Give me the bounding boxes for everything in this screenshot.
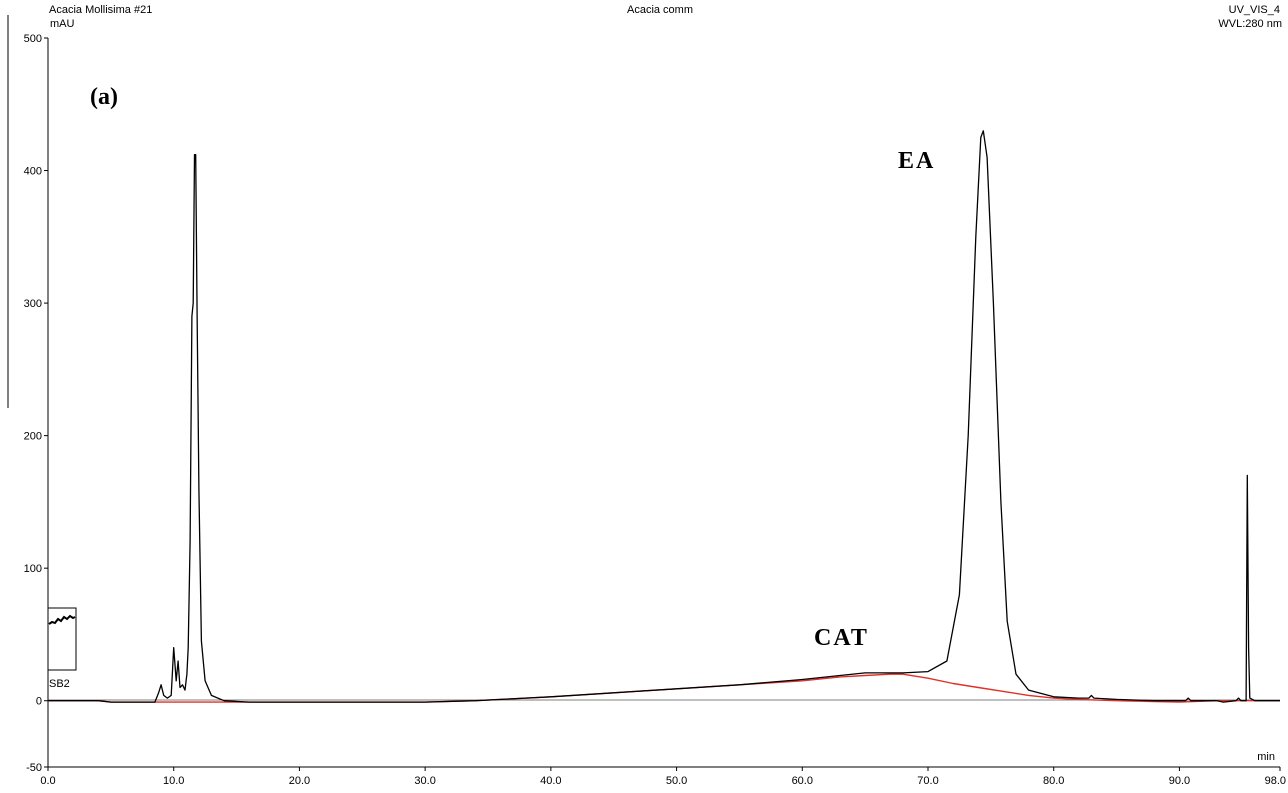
y-tick-label: 400 [24, 166, 42, 178]
y-tick-label: 500 [24, 33, 42, 45]
panel-label: (a) [90, 84, 118, 110]
chromatogram-trace [48, 130, 1280, 703]
sb2-inset-trace [48, 614, 76, 625]
x-tick-label: 60.0 [792, 775, 813, 787]
x-tick-label: 40.0 [540, 775, 561, 787]
x-tick-label: 30.0 [414, 775, 435, 787]
program-name: Acacia comm [627, 4, 693, 16]
x-axis-unit: min [1257, 751, 1275, 763]
baseline-trace [48, 673, 1280, 703]
y-tick-label: 0 [36, 696, 42, 708]
sb2-inset: SB2 [47, 607, 77, 690]
wavelength-label: WVL:280 nm [1218, 18, 1282, 30]
peak-label-cat: CAT [814, 625, 869, 651]
sample-name: Acacia Mollisima #21 [49, 4, 152, 16]
x-tick-label: 50.0 [666, 775, 687, 787]
peak-label-ea: EA [898, 148, 935, 174]
x-tick-label: 80.0 [1043, 775, 1064, 787]
y-tick-label: -50 [26, 762, 42, 774]
sb2-inset-label: SB2 [49, 678, 70, 690]
y-tick-label: 300 [24, 298, 42, 310]
x-tick-label: 10.0 [163, 775, 184, 787]
x-ticks: 0.0 10.0 20.0 30.0 40.0 50.0 60.0 70.0 80.0 90.0 9… [40, 767, 1286, 787]
series-layer [48, 130, 1280, 703]
y-ticks: -50 0 100 200 300 400 500 [24, 33, 48, 774]
x-tick-label: 70.0 [917, 775, 938, 787]
x-tick-label: 98.0 [1265, 775, 1286, 787]
x-tick-label: 0.0 [40, 775, 55, 787]
y-axis-unit: mAU [50, 18, 75, 30]
channel-name: UV_VIS_4 [1229, 4, 1280, 16]
sb2-inset-box [47, 607, 77, 671]
x-tick-label: 20.0 [289, 775, 310, 787]
x-tick-label: 90.0 [1169, 775, 1190, 787]
y-tick-label: 100 [24, 563, 42, 575]
y-tick-label: 200 [24, 431, 42, 443]
